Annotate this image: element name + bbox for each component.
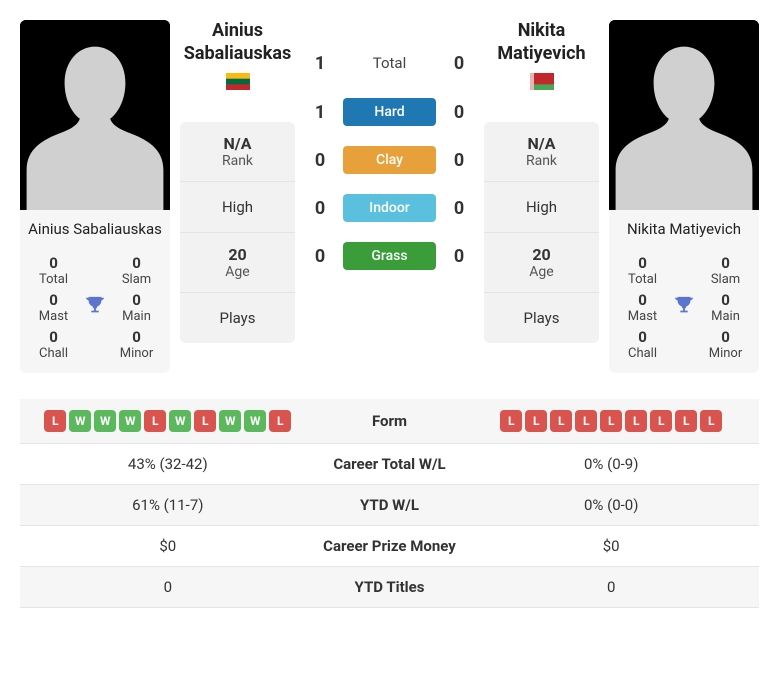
form-win-pill[interactable]: W <box>94 410 116 432</box>
form-loss-pill[interactable]: L <box>700 410 722 432</box>
surface-indoor-pill[interactable]: Indoor <box>343 194 436 222</box>
p2-chall-titles: 0Chall <box>615 328 670 361</box>
p1-age: 20Age <box>180 233 295 293</box>
form-loss-pill[interactable]: L <box>625 410 647 432</box>
player1-name[interactable]: Ainius Sabaliauskas <box>180 20 295 65</box>
form-loss-pill[interactable]: L <box>44 410 66 432</box>
form-win-pill[interactable]: W <box>169 410 191 432</box>
h2h-column: 1 Total 0 1 Hard 0 0 Clay 0 0 Indoor 0 0… <box>305 20 474 290</box>
p1-slam-titles: 0Slam <box>109 254 164 287</box>
player1-stats-card: N/ARank High 20Age Plays <box>180 122 295 343</box>
p1-prize: $0 <box>20 526 316 567</box>
form-loss-pill[interactable]: L <box>550 410 572 432</box>
p1-career-wl: 43% (32-42) <box>20 444 316 485</box>
form-loss-pill[interactable]: L <box>144 410 166 432</box>
cmp-ytd-titles-row: 0 YTD Titles 0 <box>20 567 759 608</box>
p1-plays: Plays <box>180 293 295 343</box>
cmp-ytd-wl-row: 61% (11-7) YTD W/L 0% (0-0) <box>20 485 759 526</box>
player1-avatar <box>20 20 170 210</box>
h2h-total-p1: 1 <box>305 53 335 74</box>
p2-career-wl: 0% (0-9) <box>463 444 759 485</box>
p2-total-titles: 0Total <box>615 254 670 287</box>
cmp-prize-label: Career Prize Money <box>316 526 464 567</box>
player2-stats-card: N/ARank High 20Age Plays <box>484 122 599 343</box>
p1-ytd-wl: 61% (11-7) <box>20 485 316 526</box>
surface-hard-pill[interactable]: Hard <box>343 98 436 126</box>
p2-age: 20Age <box>484 233 599 293</box>
player2-name-caption[interactable]: Nikita Matiyevich <box>609 210 759 248</box>
player2-avatar <box>609 20 759 210</box>
form-win-pill[interactable]: W <box>219 410 241 432</box>
form-win-pill[interactable]: W <box>69 410 91 432</box>
form-loss-pill[interactable]: L <box>525 410 547 432</box>
h2h-total-row: 1 Total 0 <box>305 48 474 78</box>
p2-mast-titles: 0Mast <box>615 291 670 324</box>
form-loss-pill[interactable]: L <box>600 410 622 432</box>
p1-total-titles: 0Total <box>26 254 81 287</box>
player1-header: Ainius Sabaliauskas <box>180 20 295 90</box>
p1-ytd-titles: 0 <box>20 567 316 608</box>
p1-form: LWWWLWLWWL <box>20 399 316 444</box>
h2h-total-label: Total <box>343 48 436 78</box>
p1-chall-titles: 0Chall <box>26 328 81 361</box>
comparison-table: LWWWLWLWWL Form LLLLLLLLL 43% (32-42) Ca… <box>20 399 759 608</box>
trophy-icon <box>81 295 109 321</box>
p2-plays: Plays <box>484 293 599 343</box>
p1-minor-titles: 0Minor <box>109 328 164 361</box>
p2-ytd-wl: 0% (0-0) <box>463 485 759 526</box>
p2-prize: $0 <box>463 526 759 567</box>
p2-main-titles: 0Main <box>698 291 753 324</box>
p2-high: High <box>484 182 599 233</box>
h2h-total-p2: 0 <box>444 53 474 74</box>
p1-high: High <box>180 182 295 233</box>
p2-rank: N/ARank <box>484 122 599 182</box>
cmp-form-label: Form <box>316 399 464 444</box>
p1-rank: N/ARank <box>180 122 295 182</box>
h2h-clay-row: 0 Clay 0 <box>305 146 474 174</box>
form-win-pill[interactable]: W <box>244 410 266 432</box>
player1-name-caption[interactable]: Ainius Sabaliauskas <box>20 210 170 248</box>
p1-mast-titles: 0Mast <box>26 291 81 324</box>
surface-clay-pill[interactable]: Clay <box>343 146 436 174</box>
flag-lithuania-icon <box>226 73 250 90</box>
form-loss-pill[interactable]: L <box>269 410 291 432</box>
form-loss-pill[interactable]: L <box>675 410 697 432</box>
player2-card: Nikita Matiyevich 0Total 0Slam 0Mast 0Ma… <box>609 20 759 373</box>
player2-header: Nikita Matiyevich <box>484 20 599 90</box>
p2-minor-titles: 0Minor <box>698 328 753 361</box>
player1-card: Ainius Sabaliauskas 0Total 0Slam 0Mast 0… <box>20 20 170 373</box>
h2h-hard-row: 1 Hard 0 <box>305 98 474 126</box>
p2-form: LLLLLLLLL <box>463 399 759 444</box>
trophy-icon <box>670 295 698 321</box>
form-win-pill[interactable]: W <box>119 410 141 432</box>
cmp-career-wl-row: 43% (32-42) Career Total W/L 0% (0-9) <box>20 444 759 485</box>
cmp-ytd-wl-label: YTD W/L <box>316 485 464 526</box>
player2-name[interactable]: Nikita Matiyevich <box>484 20 599 65</box>
cmp-form-row: LWWWLWLWWL Form LLLLLLLLL <box>20 399 759 444</box>
form-loss-pill[interactable]: L <box>575 410 597 432</box>
cmp-prize-row: $0 Career Prize Money $0 <box>20 526 759 567</box>
form-loss-pill[interactable]: L <box>500 410 522 432</box>
form-loss-pill[interactable]: L <box>194 410 216 432</box>
surface-grass-pill[interactable]: Grass <box>343 242 436 270</box>
cmp-ytd-titles-label: YTD Titles <box>316 567 464 608</box>
h2h-indoor-row: 0 Indoor 0 <box>305 194 474 222</box>
flag-belarus-icon <box>530 73 554 90</box>
p2-slam-titles: 0Slam <box>698 254 753 287</box>
h2h-grass-row: 0 Grass 0 <box>305 242 474 270</box>
form-loss-pill[interactable]: L <box>650 410 672 432</box>
p2-ytd-titles: 0 <box>463 567 759 608</box>
p1-main-titles: 0Main <box>109 291 164 324</box>
cmp-career-wl-label: Career Total W/L <box>316 444 464 485</box>
